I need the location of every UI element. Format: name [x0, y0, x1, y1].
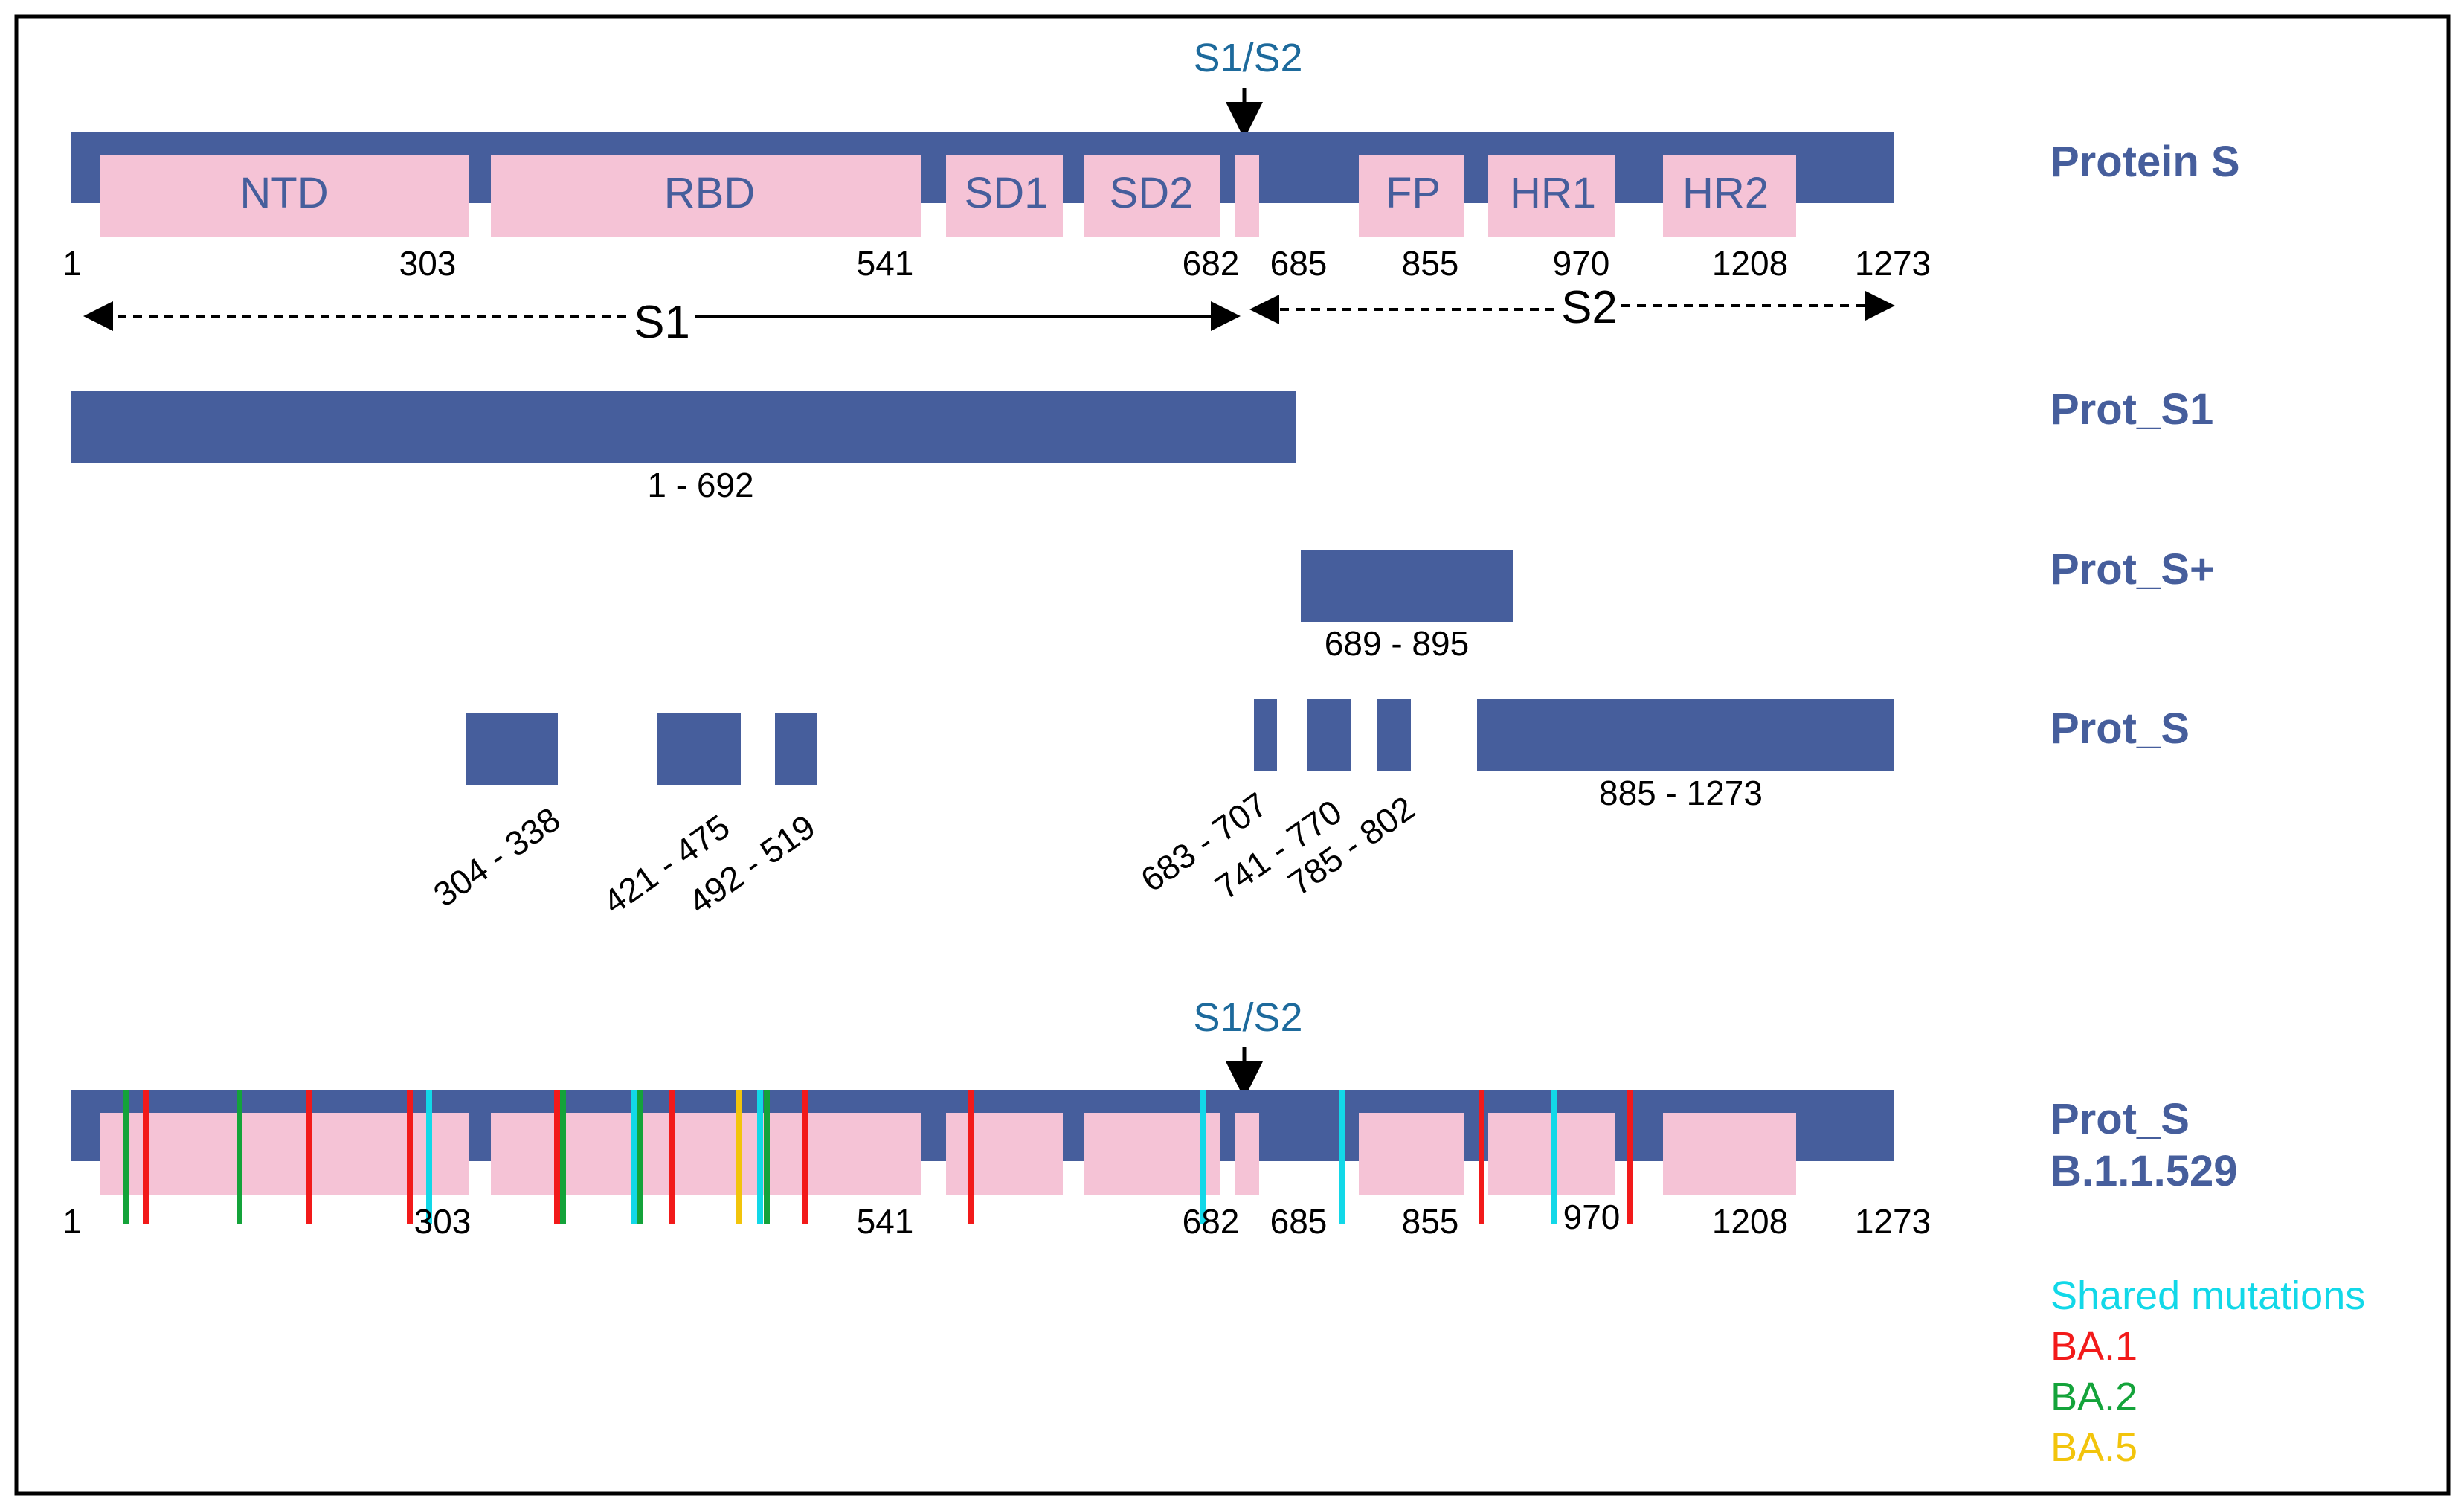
fragment-bar	[466, 713, 558, 785]
fragment-range-label: 885 - 1273	[1599, 774, 1763, 812]
position-label: 685	[1270, 1202, 1328, 1241]
fragment-range-label: 689 - 895	[1325, 624, 1469, 663]
fragment-bar	[71, 391, 1296, 463]
position-label: 303	[399, 244, 457, 283]
position-label: 1208	[1712, 1202, 1788, 1241]
s2-label: S2	[1561, 282, 1618, 333]
row-label-prot-s1: Prot_S1	[2050, 385, 2213, 434]
position-label: 1208	[1712, 244, 1788, 283]
legend-ba1: BA.1	[2050, 1324, 2137, 1369]
s2-label-bg	[1556, 285, 1620, 328]
variant-row: S1/S2	[62, 995, 2237, 1241]
position-label: 685	[1270, 244, 1328, 283]
fragment-range-label: 1 - 692	[647, 466, 753, 504]
domain-box-sd2	[1084, 155, 1220, 237]
domain-label-sd2: SD2	[1110, 169, 1194, 217]
cleavage-site-label: S1/S2	[1193, 36, 1302, 80]
domain-label-hr1: HR1	[1510, 169, 1596, 217]
row-label-variant-line2: B.1.1.529	[2050, 1147, 2238, 1195]
cleavage-site-label: S1/S2	[1193, 995, 1302, 1040]
figure-frame	[14, 14, 2451, 1496]
position-label: 970	[1553, 244, 1610, 283]
s1-label-bg	[629, 298, 695, 339]
position-label: 541	[857, 244, 914, 283]
legend-ba5: BA.5	[2050, 1425, 2137, 1470]
domain-label-hr2: HR2	[1682, 169, 1769, 217]
domain-box-rbd	[491, 155, 921, 237]
position-label: 970	[1563, 1198, 1621, 1236]
legend: Shared mutations BA.1 BA.2 BA.5	[2050, 1273, 2365, 1470]
row-label-prot-s: Prot_S	[2050, 704, 2190, 753]
fragment-bar	[1377, 699, 1411, 771]
row-label-prot-s-plus: Prot_S+	[2050, 545, 2215, 594]
fragment-bar	[1301, 550, 1513, 622]
domain-box-hr2	[1663, 155, 1796, 237]
position-label: 303	[414, 1202, 472, 1241]
variant-domain-box	[100, 1113, 469, 1195]
prot-s-plus-row: 689 - 895 Prot_S+	[1301, 545, 2215, 663]
position-label: 855	[1402, 1202, 1459, 1241]
variant-domain-box	[1084, 1113, 1220, 1195]
prot-s1-row: 1 - 692 Prot_S1	[71, 385, 2213, 504]
position-label: 855	[1402, 244, 1459, 283]
domain-label-fp: FP	[1386, 169, 1441, 217]
variant-domain-box	[1663, 1113, 1796, 1195]
fragment-bar	[1254, 699, 1277, 771]
fragment-bar	[1477, 699, 1894, 771]
s1-label: S1	[634, 297, 690, 348]
row-label-variant-line1: Prot_S	[2050, 1095, 2190, 1143]
fragment-bar	[1307, 699, 1351, 771]
domain-box-ntd	[100, 155, 469, 237]
fragment-range-label: 304 - 338	[426, 800, 567, 914]
position-label: 1273	[1855, 1202, 1931, 1241]
position-label: 541	[857, 1202, 914, 1241]
row-label-protein-s: Protein S	[2050, 138, 2240, 186]
legend-ba2: BA.2	[2050, 1375, 2137, 1419]
domain-box-hr1	[1488, 155, 1615, 237]
domain-box-fp	[1359, 155, 1464, 237]
prot-s-row: 304 - 338 421 - 475 492 - 519 683 - 707 …	[426, 699, 2190, 922]
fragment-bar	[775, 713, 817, 785]
mutation-lines	[123, 1090, 1633, 1224]
position-label: 682	[1183, 1202, 1240, 1241]
domain-box-small	[1235, 155, 1259, 237]
domain-label-ntd: NTD	[239, 169, 328, 217]
variant-domain-box	[946, 1113, 1063, 1195]
legend-shared-mutations: Shared mutations	[2050, 1273, 2365, 1318]
variant-domain-box	[1359, 1113, 1464, 1195]
domain-label-rbd: RBD	[664, 169, 755, 217]
variant-domain-box	[1235, 1113, 1259, 1195]
position-label: 1	[62, 244, 82, 283]
position-label: 682	[1183, 244, 1240, 283]
position-label: 1273	[1855, 244, 1931, 283]
domain-box-sd1	[946, 155, 1063, 237]
fragment-bar	[657, 713, 741, 785]
domain-label-sd1: SD1	[965, 169, 1049, 217]
position-label: 1	[62, 1202, 82, 1241]
protein-s-row: S1/S2 NTD RBD SD1 SD2 FP HR1 HR2 1 303 5…	[62, 36, 2239, 348]
